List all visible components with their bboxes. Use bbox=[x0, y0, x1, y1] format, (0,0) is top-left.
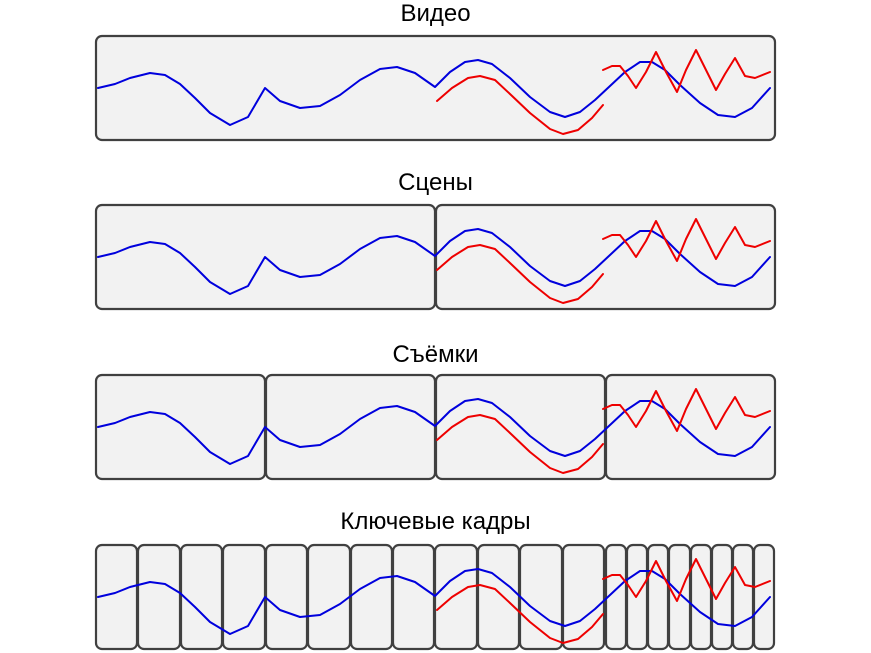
panel-keyframes-segment-10 bbox=[476, 543, 521, 651]
panel-shots-blue-signal bbox=[97, 398, 771, 465]
panel-keyframes-red-signal-1 bbox=[436, 584, 604, 644]
panel-shots-red-signal-2 bbox=[602, 388, 771, 432]
panel-keyframes-segment-17 bbox=[689, 543, 713, 651]
panel-title-keyframes: Ключевые кадры bbox=[340, 508, 531, 535]
panel-scenes bbox=[94, 203, 777, 311]
panel-keyframes-blue-signal bbox=[97, 568, 771, 635]
panel-video-red-signal-1 bbox=[436, 75, 604, 135]
panel-shots-red-signal-1 bbox=[436, 414, 604, 474]
panel-keyframes-segment-15 bbox=[646, 543, 670, 651]
panel-shots bbox=[94, 373, 777, 481]
panel-shots-segment-1 bbox=[94, 373, 267, 481]
panel-scenes-red-signal-2 bbox=[602, 218, 771, 262]
panel-keyframes bbox=[94, 543, 776, 651]
panel-keyframes-segment-9 bbox=[433, 543, 479, 651]
panel-video-red-signal-2 bbox=[602, 49, 771, 93]
panel-video-blue-signal bbox=[97, 59, 771, 126]
panel-keyframes-red-signal-2 bbox=[602, 558, 771, 602]
panel-keyframes-segment-11 bbox=[518, 543, 564, 651]
panel-video bbox=[94, 34, 777, 142]
panel-keyframes-segment-3 bbox=[179, 543, 224, 651]
panel-scenes-red-signal-1 bbox=[436, 244, 604, 304]
panel-title-video: Видео bbox=[400, 0, 471, 27]
panel-keyframes-segment-2 bbox=[136, 543, 182, 651]
panel-scenes-segment-2 bbox=[434, 203, 777, 311]
panel-title-shots: Съёмки bbox=[392, 341, 479, 368]
panel-scenes-blue-signal bbox=[97, 228, 771, 295]
panel-keyframes-segment-7 bbox=[349, 543, 394, 651]
panel-keyframes-segment-20 bbox=[752, 543, 776, 651]
panel-keyframes-segment-6 bbox=[306, 543, 352, 651]
panel-keyframes-segment-5 bbox=[264, 543, 309, 651]
panel-keyframes-segment-8 bbox=[391, 543, 436, 651]
panel-shots-segment-4 bbox=[604, 373, 777, 481]
panel-keyframes-segment-19 bbox=[731, 543, 755, 651]
panel-video-segment-1 bbox=[94, 34, 777, 142]
panel-title-scenes: Сцены bbox=[398, 169, 473, 196]
